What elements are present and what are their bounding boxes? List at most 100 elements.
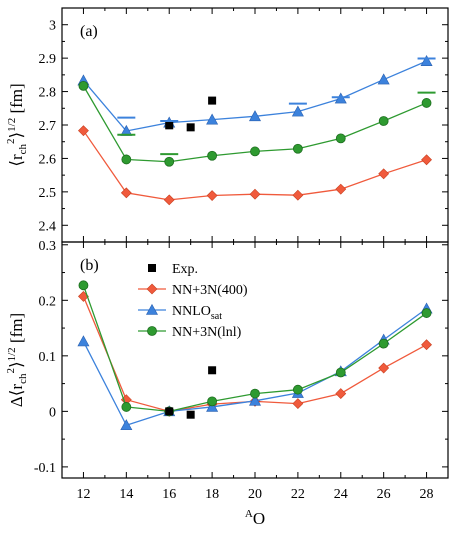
- y-axis-label: ⟨rch2⟩1/2 [fm]: [5, 83, 29, 166]
- data-point-nnlo_sat: [248, 110, 262, 122]
- y-label-tail: ⟩: [7, 361, 26, 368]
- data-point-nnlo_sat: [420, 55, 433, 66]
- panel-label: (b): [80, 257, 99, 274]
- y-tick-label: 0.3: [39, 239, 57, 254]
- data-point-nnlo_sat: [248, 394, 262, 406]
- data-point-nn3n_lnl: [164, 156, 175, 167]
- data-point-nnlo_sat: [120, 419, 133, 431]
- y-tick-label: 3: [49, 19, 56, 34]
- data-point-nn3n_lnl: [121, 154, 132, 165]
- legend-marker-nnlo_sat: [145, 303, 159, 315]
- y-tick-label: 0.1: [39, 350, 57, 365]
- legend-label-text: NN+3N(lnl): [172, 325, 242, 340]
- x-tick-label: 20: [248, 487, 262, 502]
- data-point-nn3n400: [335, 388, 347, 400]
- data-point-nn3n_lnl: [207, 396, 218, 407]
- data-point-nn3n_lnl: [78, 80, 89, 91]
- data-point-nn3n_lnl: [335, 133, 346, 144]
- legend-marker-nn3n400: [146, 283, 158, 295]
- y-tick-label: 2.4: [39, 219, 57, 234]
- data-point-nn3n400: [378, 362, 390, 374]
- data-point-nn3n_lnl: [292, 143, 303, 154]
- data-point-exp: [208, 366, 217, 375]
- y-label-sup: 1/2: [6, 118, 18, 132]
- legend-label-sub: sat: [211, 311, 222, 322]
- legend-label-exp: Exp.: [172, 262, 198, 277]
- data-point-nnlo_sat: [77, 335, 90, 347]
- data-point-exp: [186, 123, 195, 132]
- x-tick-label: 22: [291, 487, 305, 502]
- y-label-main: ⟨r: [7, 154, 26, 167]
- legend-marker-nn3n_lnl: [147, 326, 157, 336]
- data-point-nn3n_lnl: [335, 367, 346, 378]
- y-label-sup2: 2: [5, 368, 17, 374]
- y-label-sup2: 2: [5, 138, 17, 144]
- panel-label: (a): [80, 23, 98, 40]
- y-label-unit: [fm]: [7, 313, 26, 347]
- y-label-main: Δ⟨r: [7, 384, 26, 408]
- legend-label-nn3n_lnl: NN+3N(lnl): [172, 325, 242, 340]
- data-point-nn3n400: [292, 398, 304, 410]
- y-label-sub: ch: [17, 144, 29, 155]
- data-point-exp: [186, 410, 195, 419]
- data-point-nn3n400: [421, 339, 432, 351]
- y-tick-label: 2.7: [39, 119, 57, 134]
- y-tick-label: -0.1: [34, 461, 56, 476]
- data-point-nnlo_sat: [377, 73, 390, 85]
- x-label-sup: A: [245, 508, 253, 520]
- y-label-unit: [fm]: [7, 83, 26, 117]
- y-tick-label: 2.9: [39, 52, 57, 67]
- data-point-nn3n_lnl: [421, 308, 432, 318]
- data-point-nn3n400: [78, 125, 89, 137]
- panel-frame: [61, 7, 449, 243]
- legend-label-nn3n400: NN+3N(400): [172, 283, 248, 298]
- data-point-nn3n_lnl: [121, 402, 132, 412]
- data-point-exp: [208, 96, 217, 105]
- data-point-nn3n_lnl: [250, 146, 260, 157]
- data-point-nn3n400: [421, 154, 432, 166]
- data-point-nn3n_lnl: [378, 338, 389, 349]
- x-tick-label: 16: [162, 487, 176, 502]
- x-axis-label: AO: [245, 508, 265, 528]
- data-point-exp: [165, 407, 174, 416]
- data-point-nn3n_lnl: [378, 116, 389, 126]
- y-label-sub: ch: [17, 373, 29, 384]
- y-tick-label: 0.2: [39, 294, 57, 309]
- x-tick-label: 14: [119, 487, 133, 502]
- y-tick-label: 0: [49, 405, 56, 420]
- data-point-nnlo_sat: [206, 400, 219, 412]
- data-point-nn3n_lnl: [78, 280, 89, 291]
- data-point-nn3n400: [335, 183, 347, 195]
- data-point-nn3n400: [249, 188, 261, 200]
- x-label-main: O: [253, 509, 265, 528]
- x-tick-label: 26: [377, 487, 391, 502]
- data-point-nn3n_lnl: [421, 98, 432, 108]
- data-point-nn3n_lnl: [250, 388, 260, 399]
- data-point-nn3n400: [206, 190, 218, 201]
- data-point-nn3n_lnl: [292, 384, 303, 395]
- data-point-nn3n400: [378, 168, 390, 180]
- legend-label-nnlo_sat: NNLOsat: [172, 304, 222, 322]
- data-point-nn3n400: [292, 189, 304, 201]
- y-axis-label: Δ⟨rch2⟩1/2 [fm]: [5, 313, 29, 407]
- x-tick-label: 28: [420, 487, 434, 502]
- y-label-tail: ⟩: [7, 132, 26, 139]
- legend-marker-exp: [148, 264, 156, 272]
- panel-frame: [61, 241, 449, 479]
- y-tick-label: 2.6: [39, 152, 57, 167]
- legend-label-text: NNLO: [172, 304, 211, 319]
- data-point-nn3n400: [163, 194, 175, 206]
- data-point-nn3n_lnl: [207, 150, 218, 161]
- legend-label-text: Exp.: [172, 262, 198, 277]
- y-tick-label: 2.8: [39, 86, 57, 101]
- x-tick-label: 24: [334, 487, 348, 502]
- x-tick-label: 12: [76, 487, 90, 502]
- y-label-sup: 1/2: [6, 347, 18, 361]
- data-point-nnlo_sat: [291, 105, 304, 117]
- y-tick-label: 2.5: [39, 186, 57, 201]
- data-point-nnlo_sat: [206, 113, 219, 125]
- legend-label-text: NN+3N(400): [172, 283, 248, 298]
- data-point-nn3n400: [120, 187, 132, 199]
